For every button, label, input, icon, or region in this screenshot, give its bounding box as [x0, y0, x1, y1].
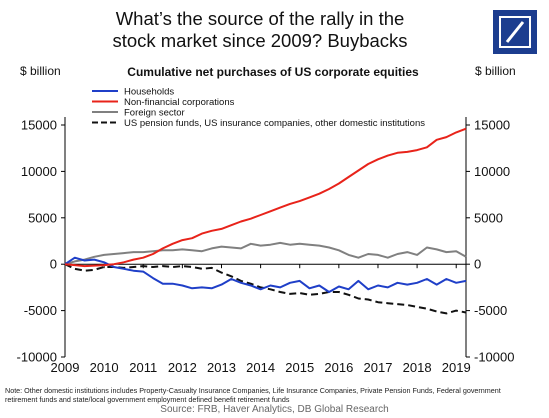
y-tick-label-left: -5000 — [24, 303, 57, 318]
y-tick-label-left: 5000 — [28, 210, 57, 225]
y-tick-label-left: 0 — [50, 257, 57, 272]
logo-slash-icon — [505, 21, 525, 43]
logo-square-icon — [499, 16, 531, 48]
y-tick-label-right: -5000 — [474, 303, 507, 318]
x-tick-label: 2014 — [246, 360, 275, 375]
x-tick-label: 2009 — [51, 360, 80, 375]
x-tick-label: 2012 — [168, 360, 197, 375]
x-tick-label: 2010 — [90, 360, 119, 375]
legend-label-3: US pension funds, US insurance companies… — [124, 118, 425, 129]
series-line-2 — [64, 241, 467, 266]
legend-label-2: Foreign sector — [124, 108, 185, 119]
headline-line-2: stock market since 2009? Buybacks — [112, 30, 408, 51]
chart-title: Cumulative net purchases of US corporate… — [127, 65, 419, 79]
source-note: Source: FRB, Haver Analytics, DB Global … — [160, 404, 389, 415]
y-axis-unit-right: $ billion — [475, 64, 516, 78]
y-tick-label-right: 0 — [474, 257, 481, 272]
footnote-line-1: Note: Other domestic institutions includ… — [5, 386, 501, 395]
x-tick-label: 2018 — [403, 360, 432, 375]
x-tick-label: 2015 — [285, 360, 314, 375]
deutsche-bank-logo — [493, 10, 537, 54]
y-tick-label-right: 5000 — [474, 210, 503, 225]
series-line-0 — [64, 256, 467, 293]
x-tick-label: 2017 — [364, 360, 393, 375]
legend-label-0: Households — [124, 87, 174, 98]
series-line-1 — [64, 127, 467, 268]
x-tick-label: 2016 — [324, 360, 353, 375]
y-tick-label-right: 10000 — [474, 164, 510, 179]
headline-line-1: What’s the source of the rally in the — [115, 8, 405, 29]
chart-series — [64, 127, 467, 315]
x-tick-label: 2019 — [442, 360, 471, 375]
x-tick-label: 2013 — [207, 360, 236, 375]
y-tick-label-right: -10000 — [474, 350, 514, 365]
legend-label-1: Non-financial corporations — [124, 97, 235, 108]
chart-axes: 15000 15000 10000 10000 5000 5000 0 0 -5000 -5000… — [17, 117, 514, 375]
series-line-3 — [64, 263, 467, 315]
y-axis-unit-left: $ billion — [20, 64, 61, 78]
x-tick-label: 2011 — [129, 360, 157, 375]
y-tick-label-left: 10000 — [21, 164, 57, 179]
y-tick-label-right: 15000 — [474, 118, 510, 133]
footnote-line-2: retirement funds and state/local governm… — [5, 395, 290, 404]
footnote: Note: Other domestic institutions includ… — [5, 386, 545, 404]
y-tick-label-left: -10000 — [17, 350, 57, 365]
y-tick-label-left: 15000 — [21, 118, 57, 133]
headline: What’s the source of the rally in the st… — [60, 8, 460, 52]
